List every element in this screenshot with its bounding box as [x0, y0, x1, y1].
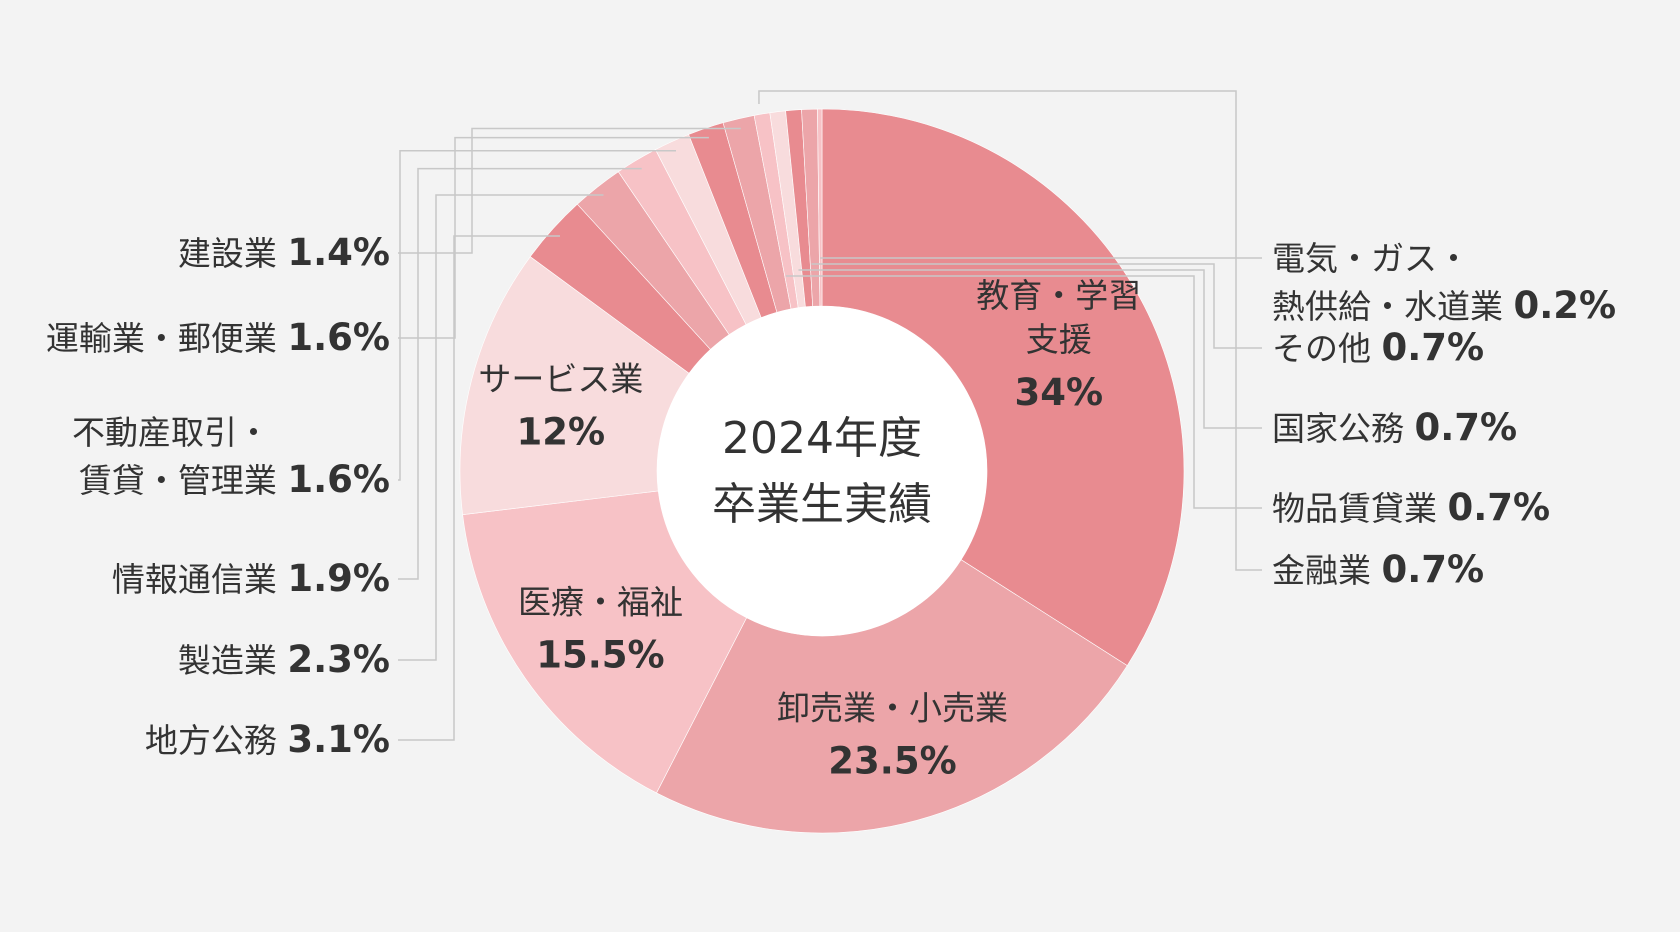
- side-value-5: 3.1%: [287, 718, 390, 761]
- side-label-14: その他 0.7%: [1272, 326, 1484, 369]
- leader-line-8: [398, 149, 677, 481]
- side-value-8: 1.6%: [287, 458, 390, 501]
- side-value-6: 2.3%: [287, 638, 390, 681]
- side-value-13: 0.7%: [1415, 406, 1518, 449]
- slice-value-1: 34%: [1014, 371, 1103, 414]
- side-value-12: 0.7%: [1448, 486, 1551, 529]
- side-label-15: 電気・ガス・: [1272, 239, 1470, 278]
- leader-line-11: [758, 90, 1262, 571]
- side-value-10: 1.4%: [287, 231, 390, 274]
- center-title-line-1: 2024年度: [722, 413, 922, 464]
- side-label-8: 賃貸・管理業 1.6%: [79, 458, 390, 501]
- side-label-15: 熱供給・水道業 0.2%: [1272, 284, 1616, 327]
- slice-label-2: 卸売業・小売業: [777, 689, 1008, 728]
- slice-value-4: 12%: [517, 411, 606, 454]
- side-label-12: 物品賃貸業 0.7%: [1272, 486, 1550, 529]
- slice-value-3: 15.5%: [536, 633, 664, 676]
- side-label-5: 地方公務 3.1%: [145, 718, 390, 761]
- slice-label-1: 支援: [1026, 320, 1092, 359]
- slice-label-1: 教育・学習: [976, 276, 1141, 315]
- side-label-13: 国家公務 0.7%: [1272, 406, 1517, 449]
- side-label-10: 建設業 1.4%: [178, 231, 390, 274]
- donut-hole: [657, 306, 987, 636]
- leader-lines: [398, 90, 1262, 741]
- slice-value-2: 23.5%: [828, 740, 956, 783]
- side-value-9: 1.6%: [287, 316, 390, 359]
- side-value-11: 0.7%: [1382, 548, 1485, 591]
- leader-line-6: [398, 194, 604, 661]
- slice-label-4: サービス業: [478, 360, 643, 399]
- leader-line-13: [798, 269, 1262, 429]
- side-value-7: 1.9%: [287, 557, 390, 600]
- side-label-6: 製造業 2.3%: [178, 638, 390, 681]
- leader-line-10: [398, 127, 741, 254]
- leader-line-9: [398, 136, 709, 339]
- slice-label-3: 医療・福祉: [518, 582, 683, 621]
- side-label-8: 不動産取引・: [72, 413, 270, 452]
- leader-line-7: [398, 167, 642, 580]
- side-value-15: 0.2%: [1514, 284, 1617, 327]
- side-label-9: 運輸業・郵便業 1.6%: [46, 316, 390, 359]
- side-value-14: 0.7%: [1382, 326, 1485, 369]
- slices-group: [459, 108, 1185, 834]
- leader-line-12: [786, 275, 1262, 509]
- side-label-7: 情報通信業 1.9%: [112, 557, 390, 600]
- leader-line-14: [811, 263, 1262, 349]
- leader-line-5: [398, 235, 560, 741]
- side-label-11: 金融業 0.7%: [1272, 548, 1484, 591]
- center-title-line-2: 卒業生実績: [712, 479, 932, 530]
